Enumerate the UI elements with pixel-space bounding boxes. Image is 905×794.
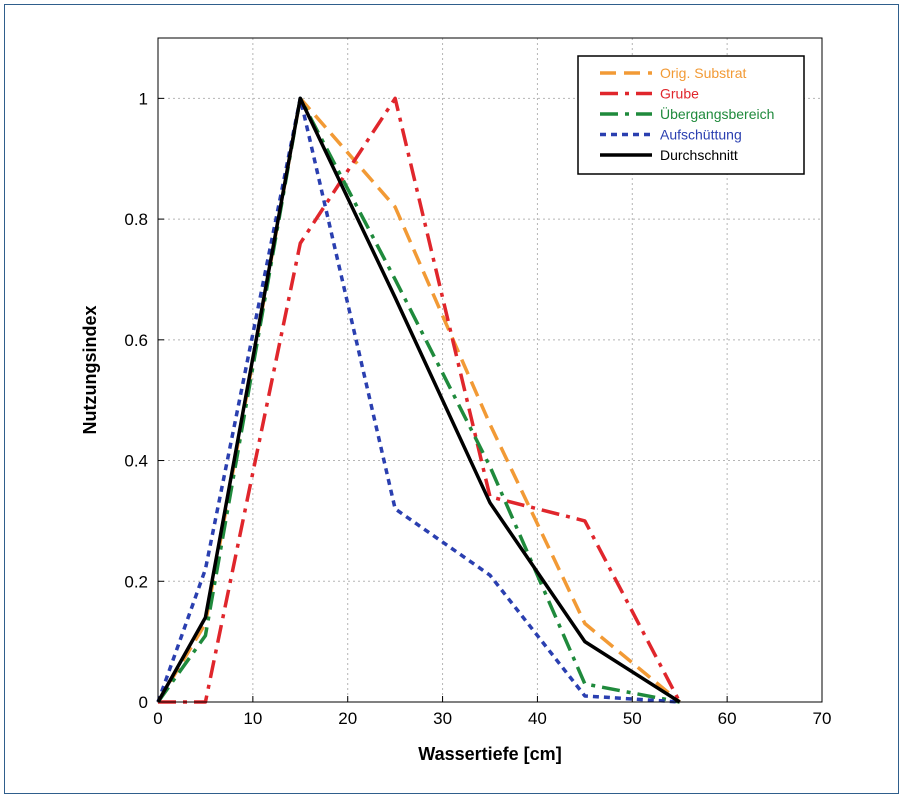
legend-label: Durchschnitt (660, 147, 738, 163)
x-tick-label: 60 (718, 709, 737, 728)
legend-label: Übergangsbereich (660, 105, 774, 122)
x-tick-label: 50 (623, 709, 642, 728)
series-line-4 (156, 96, 681, 704)
y-tick-label: 0 (139, 693, 148, 712)
series-line-2 (156, 96, 681, 704)
x-tick-label: 70 (813, 709, 832, 728)
x-tick-label: 40 (528, 709, 547, 728)
series-line-3 (156, 96, 680, 704)
y-axis-label: Nutzungsindex (80, 306, 100, 435)
y-tick-label: 1 (139, 89, 148, 108)
y-tick-label: 0.4 (124, 452, 148, 471)
series-line-0 (156, 96, 681, 704)
x-tick-label: 0 (153, 709, 162, 728)
y-tick-label: 0.6 (124, 331, 148, 350)
y-tick-label: 0.2 (124, 572, 148, 591)
x-tick-label: 20 (338, 709, 357, 728)
x-tick-label: 30 (433, 709, 452, 728)
legend-label: Grube (660, 86, 699, 102)
line-chart: 0 10 20 30 40 50 60 70 0 0.2 0.4 0.6 0.8 1 Wassertief… (80, 37, 831, 764)
x-axis-label: Wassertiefe [cm] (418, 744, 561, 764)
y-tick-label: 0.8 (124, 210, 148, 229)
legend: Orig. Substrat Grube Übergangsbereich Aufsc… (577, 55, 805, 175)
x-tick-label: 10 (243, 709, 262, 728)
legend-label: Orig. Substrat (660, 65, 746, 81)
series-line-1 (158, 96, 682, 704)
plot-area-border (157, 37, 823, 703)
axis-ticks: 0 10 20 30 40 50 60 70 0 0.2 0.4 0.6 0.8 1 (124, 89, 831, 728)
legend-label: Aufschüttung (660, 127, 742, 143)
series-lines (156, 96, 682, 704)
